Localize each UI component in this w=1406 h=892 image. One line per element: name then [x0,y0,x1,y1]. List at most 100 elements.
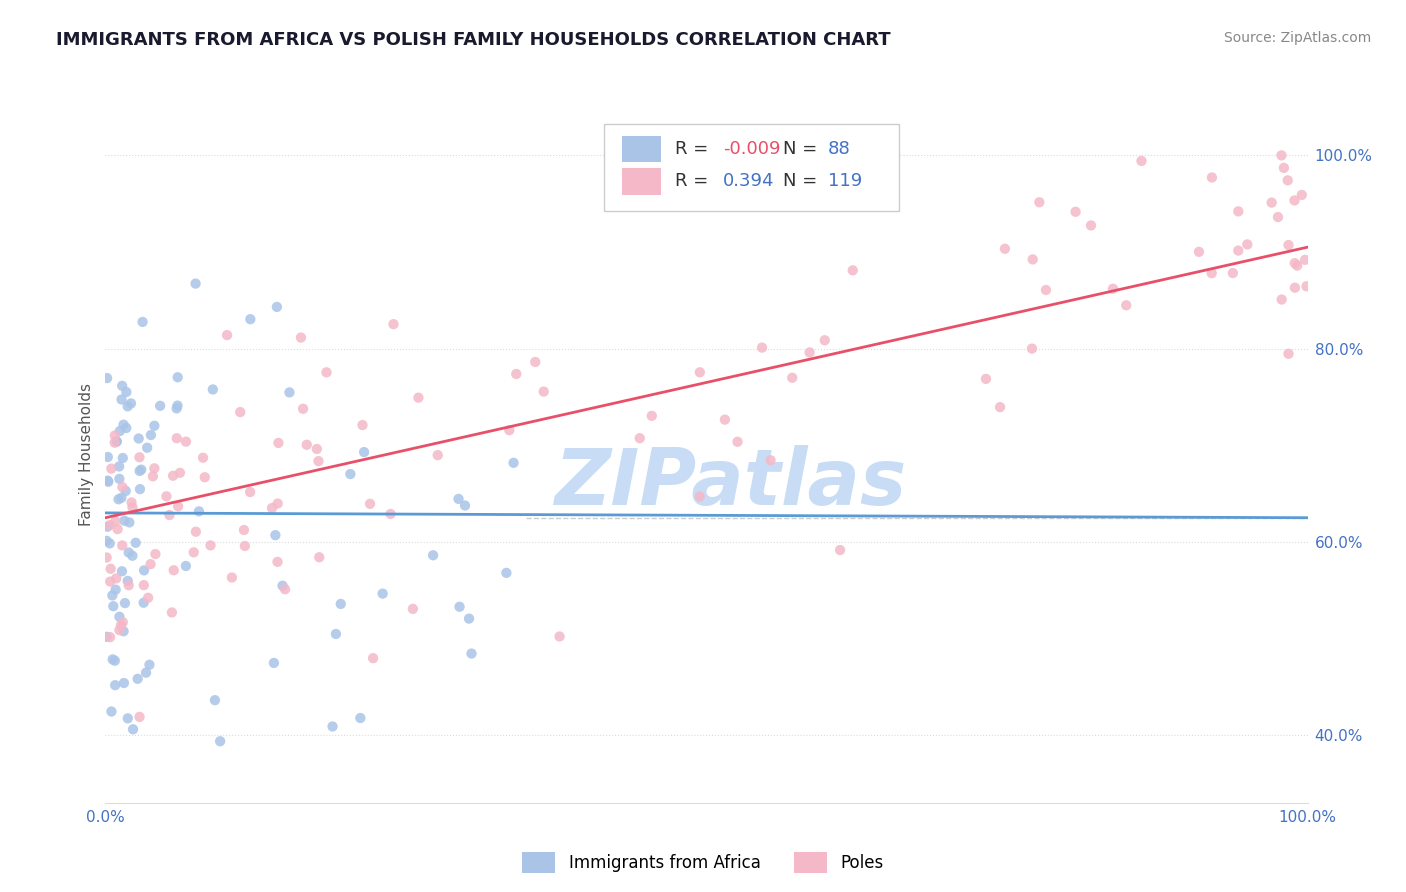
Point [380,507,402,521]
Text: N =: N = [783,140,818,158]
Point [274,582,297,597]
Text: ZIPatlas: ZIPatlas [554,445,907,521]
Point [209,734,232,748]
Point [408,391,430,405]
Point [1201,266,1223,280]
Point [759,453,782,467]
Point [104,654,127,668]
Point [267,436,290,450]
Text: R =: R = [675,172,709,191]
Point [101,652,124,666]
Point [118,516,141,530]
Point [110,618,132,632]
Point [295,438,318,452]
Point [97,475,120,489]
Point [1028,195,1050,210]
Point [714,412,737,426]
Point [1277,238,1299,252]
Point [1064,204,1087,219]
Point [1227,244,1250,258]
Point [129,482,152,496]
Point [1291,188,1313,202]
Point [641,409,664,423]
Point [121,549,143,563]
Point [96,520,118,534]
Point [174,559,197,574]
Point [112,417,135,432]
Point [127,672,149,686]
Point [155,489,177,503]
Point [110,491,132,505]
Point [1222,266,1244,280]
Point [828,543,851,558]
Point [103,599,125,614]
Point [1188,244,1211,259]
Point [118,545,141,559]
Point [184,277,207,291]
Point [111,564,134,578]
Point [104,678,127,692]
Text: R =: R = [675,140,709,158]
Point [111,538,134,552]
Point [135,665,157,680]
Point [96,533,118,548]
Point [166,370,188,384]
Point [108,472,131,486]
Point [454,499,477,513]
Point [305,442,328,456]
Point [108,609,131,624]
Text: N =: N = [783,172,818,191]
Point [96,630,118,644]
Point [533,384,555,399]
Point [115,421,138,435]
Point [122,723,145,737]
Point [163,563,186,577]
Point [1021,342,1043,356]
Point [160,606,183,620]
Legend: Immigrants from Africa, Poles: Immigrants from Africa, Poles [516,846,890,880]
Point [149,399,172,413]
Point [1295,279,1317,293]
Point [271,579,294,593]
Point [1271,293,1294,307]
Point [1272,161,1295,175]
Point [1270,148,1292,162]
Text: 88: 88 [828,140,851,158]
Point [100,562,122,576]
Point [191,450,214,465]
Point [353,445,375,459]
Point [117,574,139,588]
Point [138,657,160,672]
Point [1080,219,1102,233]
Point [458,612,481,626]
Point [814,333,837,347]
Point [132,563,155,577]
Point [239,312,262,326]
Point [115,384,138,399]
Point [278,385,301,400]
Point [315,365,337,379]
Point [215,328,238,343]
Point [136,591,159,605]
Point [1267,210,1289,224]
Point [266,555,288,569]
Point [292,401,315,416]
Point [111,615,134,629]
Point [98,574,121,589]
Point [1284,256,1306,270]
Point [162,468,184,483]
Point [112,624,135,639]
Point [264,528,287,542]
Point [98,518,121,533]
Point [548,630,571,644]
Point [125,535,148,549]
Point [447,491,470,506]
Point [132,596,155,610]
Point [108,424,131,438]
Text: Source: ZipAtlas.com: Source: ZipAtlas.com [1223,31,1371,45]
Point [107,522,129,536]
Point [108,623,131,637]
Point [1236,237,1258,252]
Point [1227,204,1250,219]
Point [201,383,224,397]
